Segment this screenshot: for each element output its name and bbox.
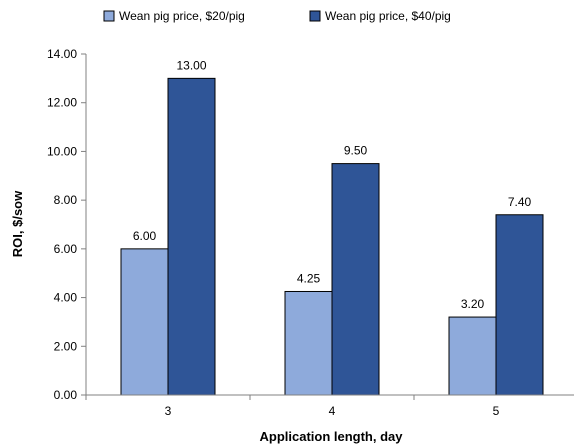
y-tick-label: 0.00: [54, 388, 78, 402]
bars: [120, 77, 544, 396]
data-label-series-2-day-3: 13.00: [176, 58, 206, 72]
y-axis-ticks: 0.00 2.00 4.00 6.00 8.00 10.00 12.00 14.00: [47, 47, 86, 402]
data-label-series-2-day-5: 7.40: [508, 195, 532, 209]
legend-label-series-2: Wean pig price, $40/pig: [325, 9, 451, 23]
bar-series-2-day-4: [331, 163, 380, 396]
y-tick-label: 10.00: [47, 144, 77, 158]
x-tick-label: 5: [493, 404, 500, 418]
bar-series-1-day-5: [448, 316, 497, 396]
bar-series-2-day-3: [167, 77, 216, 396]
x-axis-ticks: 3 4 5: [85, 395, 500, 418]
y-tick-label: 8.00: [54, 193, 78, 207]
y-tick-label: 14.00: [47, 47, 77, 61]
x-tick-label: 4: [329, 404, 336, 418]
x-axis-title: Application length, day: [259, 429, 403, 444]
bar-series-1-day-4: [284, 290, 333, 396]
data-labels: 6.00 13.00 4.25 9.50 3.20 7.40: [133, 58, 532, 311]
bar-series-2-day-5: [495, 214, 544, 396]
legend-swatch-series-2: [309, 10, 321, 22]
bar-series-1-day-3: [120, 248, 169, 396]
y-tick-label: 6.00: [54, 242, 78, 256]
data-label-series-1-day-4: 4.25: [297, 271, 321, 285]
y-axis-title: ROI, $/sow: [10, 190, 25, 257]
y-tick-label: 12.00: [47, 96, 77, 110]
legend: Wean pig price, $20/pig Wean pig price, …: [103, 9, 451, 23]
legend-label-series-1: Wean pig price, $20/pig: [119, 9, 245, 23]
legend-swatch-series-1: [103, 10, 115, 22]
data-label-series-1-day-3: 6.00: [133, 229, 157, 243]
y-tick-label: 2.00: [54, 339, 78, 353]
data-label-series-2-day-4: 9.50: [344, 144, 368, 158]
data-label-series-1-day-5: 3.20: [461, 297, 485, 311]
y-tick-label: 4.00: [54, 291, 78, 305]
x-tick-label: 3: [165, 404, 172, 418]
